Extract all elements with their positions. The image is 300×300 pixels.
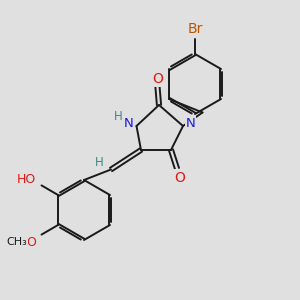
Text: N: N [124,117,134,130]
Text: Br: Br [187,22,203,36]
Text: HO: HO [17,173,36,186]
Text: O: O [152,72,163,86]
Text: H: H [95,156,104,170]
Text: N: N [186,117,195,130]
Text: O: O [27,236,37,249]
Text: H: H [113,110,122,124]
Text: O: O [174,171,185,184]
Text: CH₃: CH₃ [6,237,27,248]
